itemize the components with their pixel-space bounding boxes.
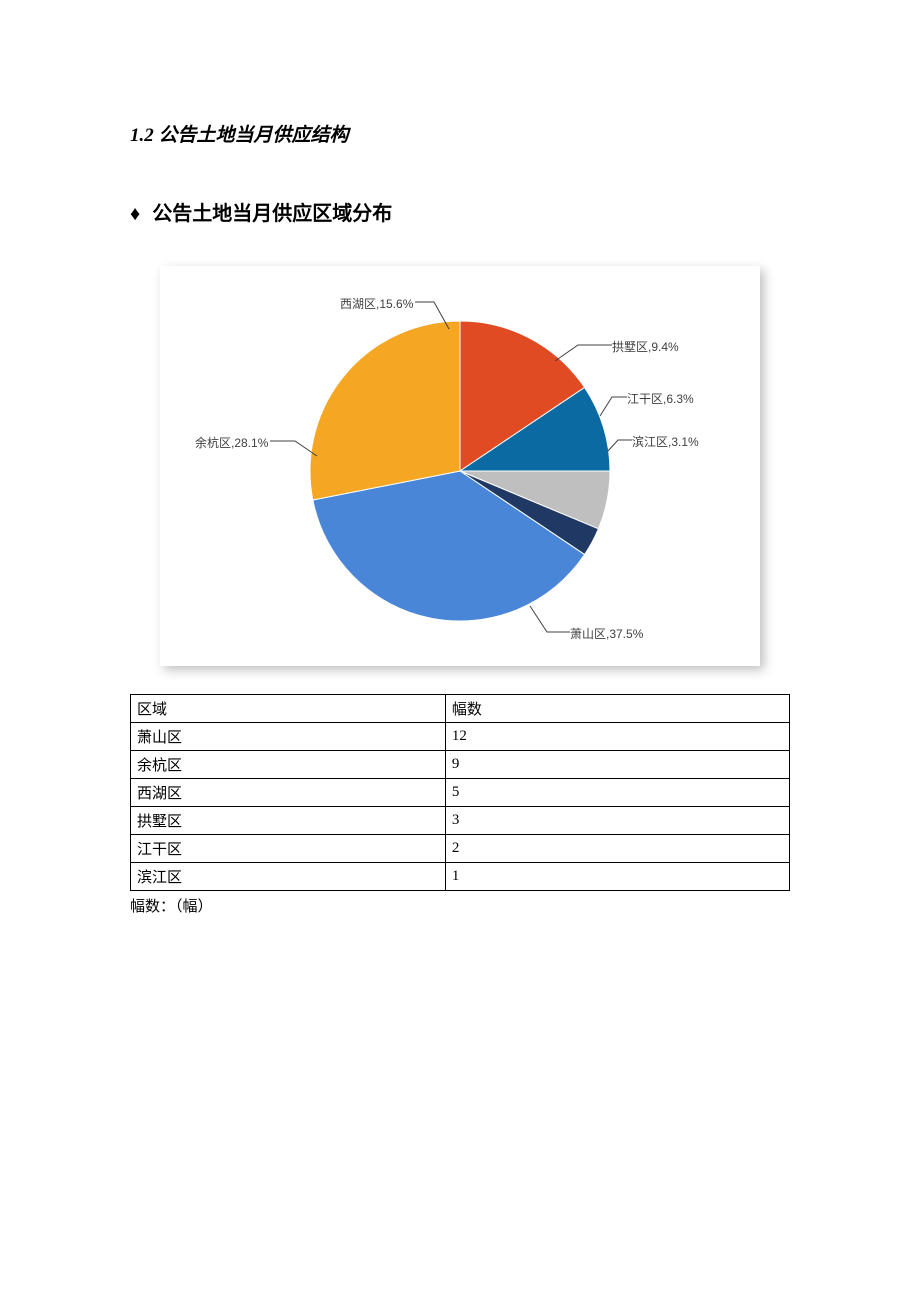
table-row: 滨江区 1: [131, 863, 790, 891]
table-cell: 江干区: [131, 835, 446, 863]
table-cell: 12: [445, 723, 789, 751]
diamond-icon: ♦: [130, 203, 140, 225]
pie-slice-label: 滨江区,3.1%: [632, 433, 699, 450]
table-cell: 1: [445, 863, 789, 891]
leader-line: [530, 606, 570, 632]
table-header-cell: 区域: [131, 695, 446, 723]
table-cell: 9: [445, 751, 789, 779]
pie-chart-card: 西湖区,15.6% 拱墅区,9.4% 江干区,6.3% 滨江区,3.1% 萧山区,37.…: [160, 266, 760, 666]
pie-slice-label: 余杭区,28.1%: [195, 434, 268, 451]
table-cell: 2: [445, 835, 789, 863]
table-cell: 余杭区: [131, 751, 446, 779]
table-row: 萧山区 12: [131, 723, 790, 751]
pie-slice-label: 拱墅区,9.4%: [612, 338, 679, 355]
page: 1.2 公告土地当月供应结构 ♦ 公告土地当月供应区域分布 西湖区,15.6% 拱墅…: [0, 0, 920, 1302]
table-row: 余杭区 9: [131, 751, 790, 779]
table-cell: 西湖区: [131, 779, 446, 807]
table-cell: 拱墅区: [131, 807, 446, 835]
table-header-cell: 幅数: [445, 695, 789, 723]
table-footnote: 幅数：（幅）: [130, 895, 790, 916]
leader-line: [600, 397, 627, 416]
bullet-heading: ♦ 公告土地当月供应区域分布: [130, 197, 790, 226]
pie-chart-svg: [160, 266, 760, 666]
section-heading: 1.2 公告土地当月供应结构: [130, 120, 790, 147]
pie-slice: [310, 321, 460, 500]
table-cell: 3: [445, 807, 789, 835]
table-cell: 萧山区: [131, 723, 446, 751]
table-row: 拱墅区 3: [131, 807, 790, 835]
pie-slice-label: 西湖区,15.6%: [340, 295, 413, 312]
table-cell: 滨江区: [131, 863, 446, 891]
table-header-row: 区域 幅数: [131, 695, 790, 723]
table-row: 西湖区 5: [131, 779, 790, 807]
pie-slice-label: 萧山区,37.5%: [570, 625, 643, 642]
pie-slice-label: 江干区,6.3%: [627, 390, 694, 407]
leader-line: [555, 345, 612, 361]
leader-line: [270, 441, 317, 456]
leader-line: [608, 440, 632, 451]
table-cell: 5: [445, 779, 789, 807]
table-row: 江干区 2: [131, 835, 790, 863]
bullet-title-text: 公告土地当月供应区域分布: [152, 203, 392, 225]
data-table: 区域 幅数 萧山区 12 余杭区 9 西湖区 5 拱墅区 3 江干区 2 滨江区…: [130, 694, 790, 891]
